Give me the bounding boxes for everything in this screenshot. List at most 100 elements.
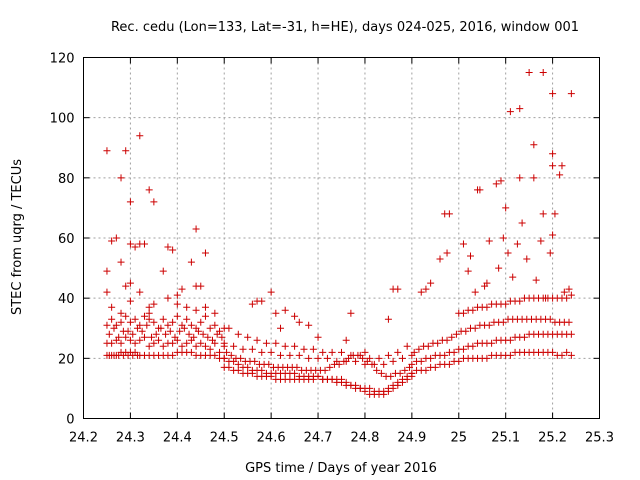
data-point: [549, 162, 557, 170]
data-point: [408, 360, 416, 368]
data-point: [140, 312, 148, 320]
data-point: [171, 333, 179, 341]
y-tick-label: 80: [58, 172, 75, 187]
data-point: [342, 336, 350, 344]
data-point: [173, 300, 181, 308]
data-point: [206, 345, 214, 353]
data-point: [459, 309, 467, 317]
data-point: [403, 372, 411, 380]
data-point: [173, 291, 181, 299]
data-point: [434, 339, 442, 347]
data-point: [291, 342, 299, 350]
data-point: [126, 198, 134, 206]
data-point: [441, 351, 449, 359]
data-point: [220, 339, 228, 347]
data-point: [513, 240, 521, 248]
data-point: [323, 354, 331, 362]
data-point: [192, 342, 200, 350]
data-point: [105, 330, 113, 338]
data-point: [204, 333, 212, 341]
data-point: [126, 297, 134, 305]
data-point: [108, 237, 116, 245]
data-point: [129, 330, 137, 338]
data-point: [267, 372, 275, 380]
data-point: [518, 219, 526, 227]
data-point: [321, 366, 329, 374]
data-point: [251, 357, 259, 365]
y-tick-label: 0: [66, 413, 74, 428]
data-point: [448, 333, 456, 341]
data-point: [530, 174, 538, 182]
chart-title: Rec. cedu (Lon=133, Lat=-31, h=HE), days…: [111, 20, 579, 35]
data-point: [253, 336, 261, 344]
grid-lines: [83, 57, 600, 419]
data-point: [267, 288, 275, 296]
data-point: [525, 69, 533, 77]
data-point: [136, 288, 144, 296]
data-point: [183, 315, 191, 323]
data-point: [450, 348, 458, 356]
data-point: [178, 321, 186, 329]
data-point: [551, 210, 559, 218]
data-point: [150, 318, 158, 326]
data-point: [187, 348, 195, 356]
data-point: [394, 285, 402, 293]
data-point: [532, 276, 540, 284]
data-point: [178, 342, 186, 350]
data-point: [197, 318, 205, 326]
data-point: [258, 348, 266, 356]
data-point: [417, 357, 425, 365]
data-point: [549, 231, 557, 239]
data-point: [549, 150, 557, 158]
data-point: [216, 348, 224, 356]
data-point: [314, 354, 322, 362]
data-point: [206, 324, 214, 332]
data-point: [384, 315, 392, 323]
data-point: [422, 285, 430, 293]
x-tick-label: 24.2: [69, 431, 98, 446]
data-point: [164, 294, 172, 302]
data-point: [506, 336, 514, 344]
data-point: [190, 333, 198, 341]
data-point: [516, 174, 524, 182]
data-point: [319, 348, 327, 356]
data-point: [474, 186, 482, 194]
data-point: [267, 348, 275, 356]
data-point: [140, 333, 148, 341]
data-point: [558, 351, 566, 359]
data-point: [546, 315, 554, 323]
data-point: [567, 291, 575, 299]
data-point: [258, 366, 266, 374]
data-point: [131, 243, 139, 251]
data-point: [469, 306, 477, 314]
data-point: [300, 345, 308, 353]
data-point: [415, 345, 423, 353]
data-point: [443, 249, 451, 257]
data-point: [471, 288, 479, 296]
data-point: [424, 342, 432, 350]
x-tick-label: 24.4: [163, 431, 192, 446]
data-point: [187, 258, 195, 266]
data-point: [469, 342, 477, 350]
data-point: [159, 342, 167, 350]
x-tick-label: 25.3: [585, 431, 614, 446]
data-point: [112, 321, 120, 329]
data-point: [227, 351, 235, 359]
data-point: [140, 240, 148, 248]
data-point: [239, 345, 247, 353]
data-point: [499, 318, 507, 326]
data-point: [145, 309, 153, 317]
x-tick-label: 24.3: [116, 431, 145, 446]
data-point: [567, 90, 575, 98]
data-point: [314, 372, 322, 380]
data-point: [103, 321, 111, 329]
data-point: [305, 354, 313, 362]
data-point: [131, 339, 139, 347]
data-point: [342, 357, 350, 365]
data-point: [352, 381, 360, 389]
data-point: [556, 171, 564, 179]
data-point: [467, 252, 474, 260]
data-point: [431, 363, 439, 371]
data-point: [159, 267, 167, 275]
data-point: [352, 357, 360, 365]
